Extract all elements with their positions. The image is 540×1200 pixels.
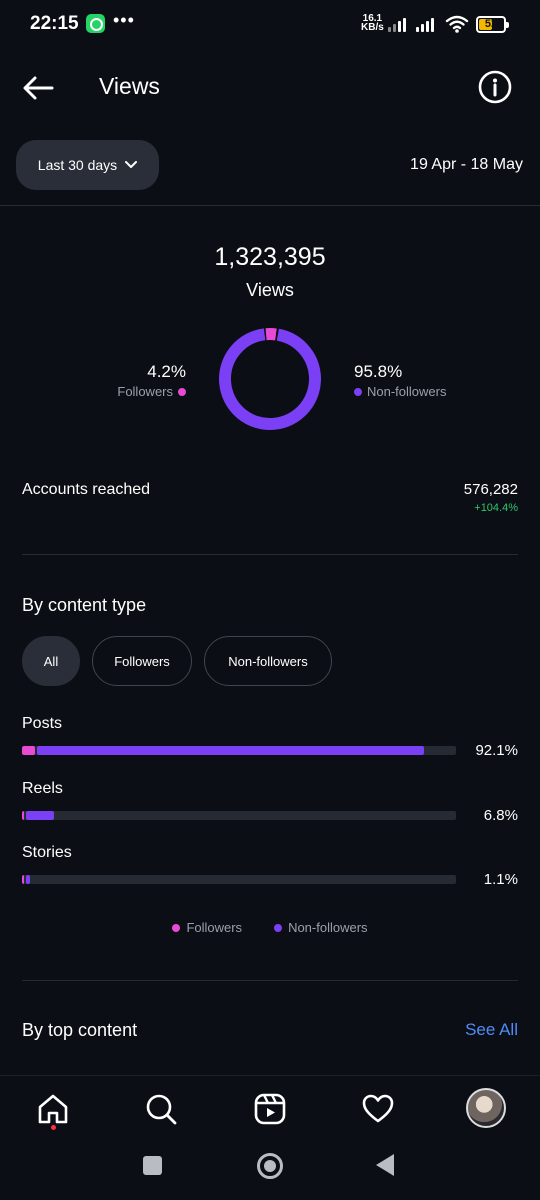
network-speed: 16.1 KB/s [361,13,384,33]
whatsapp-icon [86,14,105,33]
heart-icon[interactable] [361,1092,395,1126]
accounts-reached-change: +104.4% [474,502,518,514]
content-row-label-reels: Reels [22,780,63,797]
total-views: 1,323,395 [214,243,326,271]
network-speed-unit: KB/s [361,22,384,33]
non-followers-percentage: 95.8% [354,362,403,381]
profile-avatar[interactable] [466,1088,506,1128]
non-followers-legend: Non-followers [354,384,446,399]
content-bar-stories [22,875,456,884]
bar-segment-followers [22,746,36,755]
battery-icon: 52 [476,16,509,33]
divider [22,980,518,981]
non-followers-legend-label: Non-followers [367,384,447,399]
followers-percentage: 4.2% [147,362,186,381]
recent-apps-icon[interactable] [143,1156,162,1175]
content-bar-posts [22,746,456,755]
system-navigation-bar [0,1140,540,1200]
divider [0,205,540,206]
bar-segment-non-followers [37,746,424,755]
signal-icon [388,16,412,32]
bar-legend-followers: Followers [172,920,242,935]
home-icon[interactable] [36,1092,70,1126]
total-views-label: Views [246,280,294,300]
more-dots-icon: ••• [113,10,135,30]
bar-segment-non-followers [26,811,54,820]
followers-legend: Followers [117,384,186,399]
bar-legend-followers-label: Followers [186,920,243,935]
back-triangle-icon[interactable] [376,1154,394,1176]
see-all-link[interactable]: See All [465,1020,518,1039]
views-donut-chart [219,328,321,430]
status-bar: 22:15 ••• 16.1 KB/s 52 [0,0,540,50]
info-icon[interactable] [477,69,513,105]
bar-segment-followers [22,811,24,820]
chevron-down-icon [125,161,138,168]
top-content-title: By top content [22,1020,138,1040]
network-speed-value: 16.1 [362,13,383,24]
signal-icon-2 [416,16,440,32]
date-range-dropdown[interactable]: Last 30 days [16,140,159,190]
date-range-dropdown-label: Last 30 days [37,157,118,173]
content-row-pct-posts: 92.1% [475,742,518,759]
content-bar-reels [22,811,456,820]
bar-segment-non-followers [26,875,30,884]
bottom-navigation [0,1075,540,1140]
bar-segment-followers [22,875,24,884]
donut-non-followers-arc [219,328,321,430]
filter-chip-non-followers[interactable]: Non-followers [204,636,332,686]
followers-dot-icon [172,923,181,932]
filter-chip-followers[interactable]: Followers [92,636,192,686]
battery-level: 52 [484,18,498,30]
content-row-label-stories: Stories [22,844,72,861]
accounts-reached-value: 576,282 [463,481,518,498]
date-range-text: 19 Apr - 18 May [410,156,523,173]
followers-legend-label: Followers [117,384,173,399]
page-title: Views [99,73,160,99]
bar-legend-non-followers-label: Non-followers [288,920,368,935]
bar-legend: Followers Non-followers [0,920,540,935]
search-icon[interactable] [144,1092,178,1126]
content-row-pct-reels: 6.8% [483,807,518,824]
donut-followers-arc [219,328,321,430]
wifi-icon [445,15,469,33]
followers-dot-icon [178,387,186,396]
filter-chip-all[interactable]: All [22,636,80,686]
bar-legend-non-followers: Non-followers [274,920,368,935]
non-followers-dot-icon [354,387,362,396]
divider [22,554,518,555]
home-notification-dot [51,1125,56,1130]
app-header: Views [0,60,540,115]
audience-filter-chips: All Followers Non-followers [22,636,332,686]
content-row-pct-stories: 1.1% [483,871,518,888]
non-followers-dot-icon [274,923,283,932]
reels-icon[interactable] [253,1092,287,1126]
status-time: 22:15 [30,13,79,34]
content-type-title: By content type [22,595,147,615]
accounts-reached-label: Accounts reached [22,481,151,498]
content-row-label-posts: Posts [22,715,63,732]
home-button-icon[interactable] [257,1153,283,1179]
back-arrow-icon[interactable] [20,70,56,106]
